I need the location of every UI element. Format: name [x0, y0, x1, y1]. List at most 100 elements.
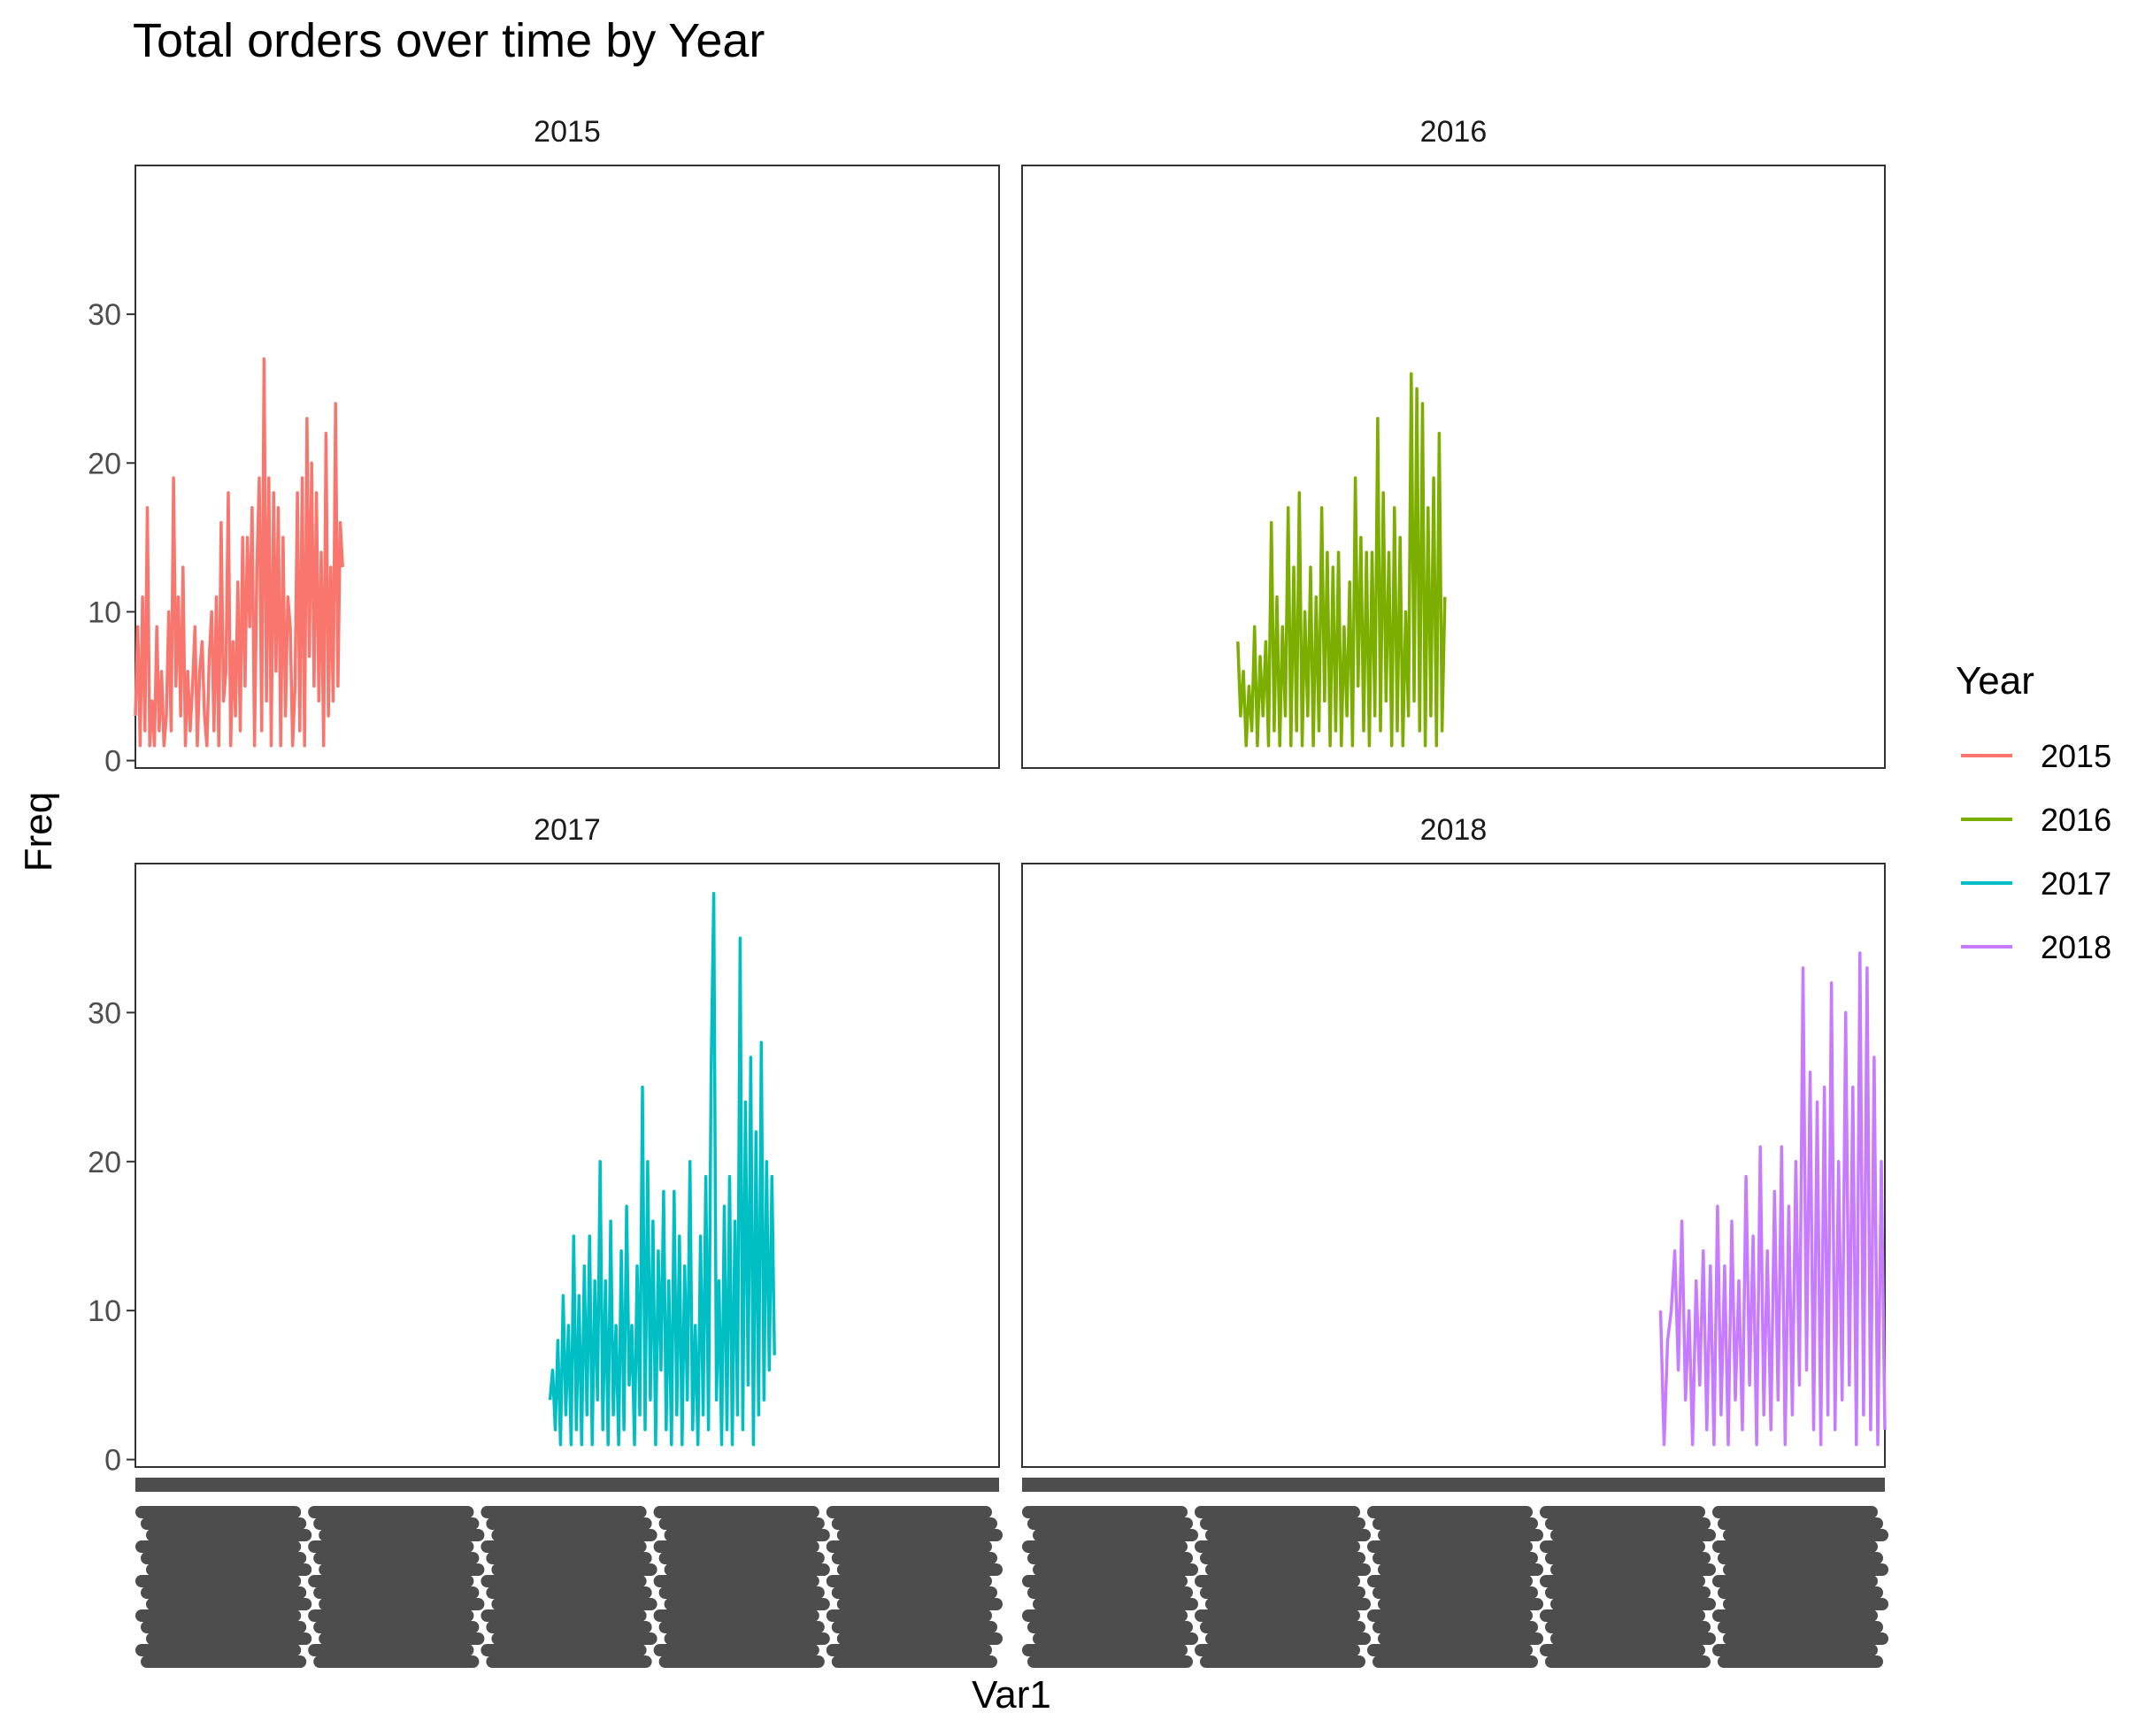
legend: Year 2015 2016 2017 2018 — [1956, 659, 2111, 965]
x-tick-label-blob — [1033, 1632, 1198, 1645]
x-tick-label-blob — [1545, 1517, 1711, 1530]
x-tick-label-blob — [1378, 1563, 1543, 1576]
x-tick-label-blob — [135, 1644, 302, 1656]
x-tick-label-blob — [146, 1563, 312, 1576]
x-tick-label-blob — [1540, 1609, 1705, 1622]
legend-item-2015: 2015 — [1961, 738, 2111, 774]
legend-item-2018: 2018 — [1961, 929, 2111, 965]
x-tick-label-blob — [313, 1655, 480, 1668]
x-tick-label-blob — [1718, 1552, 1883, 1564]
x-tick-label-blob — [1205, 1598, 1371, 1610]
x-tick-label-blob — [1027, 1586, 1193, 1599]
series-line-2017 — [548, 891, 776, 1447]
x-tick-label-blob — [1718, 1621, 1883, 1633]
facet-panel-2018: 2018 — [1021, 813, 1888, 1668]
x-tick-label-blob — [1027, 1517, 1193, 1530]
y-tick-label: 0 — [104, 745, 121, 779]
x-ticks-band — [135, 1478, 999, 1492]
chart-title: Total orders over time by Year — [133, 14, 765, 67]
x-tick-label-blob — [146, 1529, 312, 1541]
x-tick-label-blob — [836, 1529, 1003, 1541]
y-tick-label: 0 — [104, 1444, 121, 1478]
x-tick-label-blob — [308, 1609, 474, 1622]
x-tick-label-blob — [653, 1506, 819, 1518]
x-tick-label-blob — [1027, 1552, 1193, 1564]
x-tick-label-blob — [141, 1586, 307, 1599]
x-tick-label-blob — [1545, 1586, 1711, 1599]
series-line-2015 — [134, 357, 344, 748]
x-tick-label-blob — [658, 1552, 825, 1564]
x-tick-label-blob — [1550, 1563, 1716, 1576]
legend-label: 2016 — [2041, 802, 2111, 838]
x-tick-label-blob — [1367, 1644, 1533, 1656]
x-tick-label-blob — [1200, 1621, 1365, 1633]
x-tick-label-blob — [1195, 1609, 1360, 1622]
x-tick-label-blob — [826, 1506, 992, 1518]
x-tick-label-blob — [1195, 1540, 1360, 1553]
x-tick-label-blob — [653, 1540, 819, 1553]
x-tick-label-blob — [1022, 1609, 1188, 1622]
x-tick-label-blob — [486, 1517, 652, 1530]
facets-layer: 2015 0 10 20 30 2016 2017 0 10 20 30 2018 — [88, 115, 1888, 1668]
x-tick-label-blob — [491, 1632, 657, 1645]
x-tick-label-blob — [319, 1632, 485, 1645]
x-tick-label-blob — [1022, 1575, 1188, 1587]
x-tick-label-blob — [1723, 1529, 1888, 1541]
x-tick-label-blob — [1378, 1529, 1543, 1541]
x-tick-label-blob — [826, 1609, 992, 1622]
x-tick-label-blob — [1195, 1506, 1360, 1518]
x-tick-label-blob — [826, 1540, 992, 1553]
x-tick-label-blob — [141, 1655, 307, 1668]
x-tick-label-blob — [313, 1586, 480, 1599]
x-tick-label-blob — [658, 1655, 825, 1668]
x-tick-label-blob — [491, 1598, 657, 1610]
x-tick-label-blob — [831, 1552, 997, 1564]
x-tick-label-blob — [1033, 1598, 1198, 1610]
x-tick-label-blob — [664, 1598, 830, 1610]
x-tick-label-blob — [1022, 1540, 1188, 1553]
x-tick-label-blob — [1373, 1517, 1538, 1530]
x-tick-label-blob — [831, 1586, 997, 1599]
y-tick-label: 10 — [88, 595, 121, 629]
x-tick-label-blob — [135, 1609, 302, 1622]
x-tick-labels — [1022, 1478, 1888, 1668]
legend-item-2017: 2017 — [1961, 865, 2111, 902]
x-tick-label-blob — [1378, 1632, 1543, 1645]
x-tick-label-blob — [319, 1563, 485, 1576]
x-tick-label-blob — [1540, 1644, 1705, 1656]
x-tick-label-blob — [1723, 1563, 1888, 1576]
facet-strip-label: 2016 — [1420, 115, 1488, 149]
x-tick-label-blob — [664, 1632, 830, 1645]
x-tick-label-blob — [1205, 1632, 1371, 1645]
x-tick-label-blob — [1545, 1552, 1711, 1564]
x-tick-label-blob — [308, 1506, 474, 1518]
x-ticks-band — [1022, 1478, 1885, 1492]
y-tick-label: 20 — [88, 1146, 121, 1179]
x-tick-label-blob — [831, 1655, 997, 1668]
facet-panel-2017: 2017 0 10 20 30 — [88, 813, 1003, 1668]
x-tick-label-blob — [1373, 1552, 1538, 1564]
x-tick-label-blob — [831, 1517, 997, 1530]
x-tick-label-blob — [146, 1598, 312, 1610]
x-tick-label-blob — [491, 1563, 657, 1576]
x-tick-label-blob — [1540, 1506, 1705, 1518]
x-tick-label-blob — [1718, 1586, 1883, 1599]
x-tick-label-blob — [481, 1644, 647, 1656]
legend-items: 2015 2016 2017 2018 — [1961, 738, 2111, 965]
x-tick-label-blob — [653, 1575, 819, 1587]
panel-border — [1021, 165, 1886, 769]
legend-label: 2018 — [2041, 929, 2111, 965]
facet-panel-2015: 2015 0 10 20 30 — [88, 115, 1000, 779]
x-tick-label-blob — [491, 1529, 657, 1541]
x-tick-label-blob — [481, 1506, 647, 1518]
x-tick-label-blob — [1378, 1598, 1543, 1610]
legend-label: 2015 — [2041, 738, 2111, 774]
x-tick-label-blob — [1027, 1621, 1193, 1633]
x-tick-label-blob — [1540, 1575, 1705, 1587]
y-tick-label: 30 — [88, 298, 121, 332]
x-tick-label-blob — [1200, 1517, 1365, 1530]
x-tick-label-blob — [1200, 1655, 1365, 1668]
series-line-2016 — [1236, 372, 1447, 748]
x-tick-label-blob — [319, 1598, 485, 1610]
x-tick-label-blob — [1550, 1598, 1716, 1610]
